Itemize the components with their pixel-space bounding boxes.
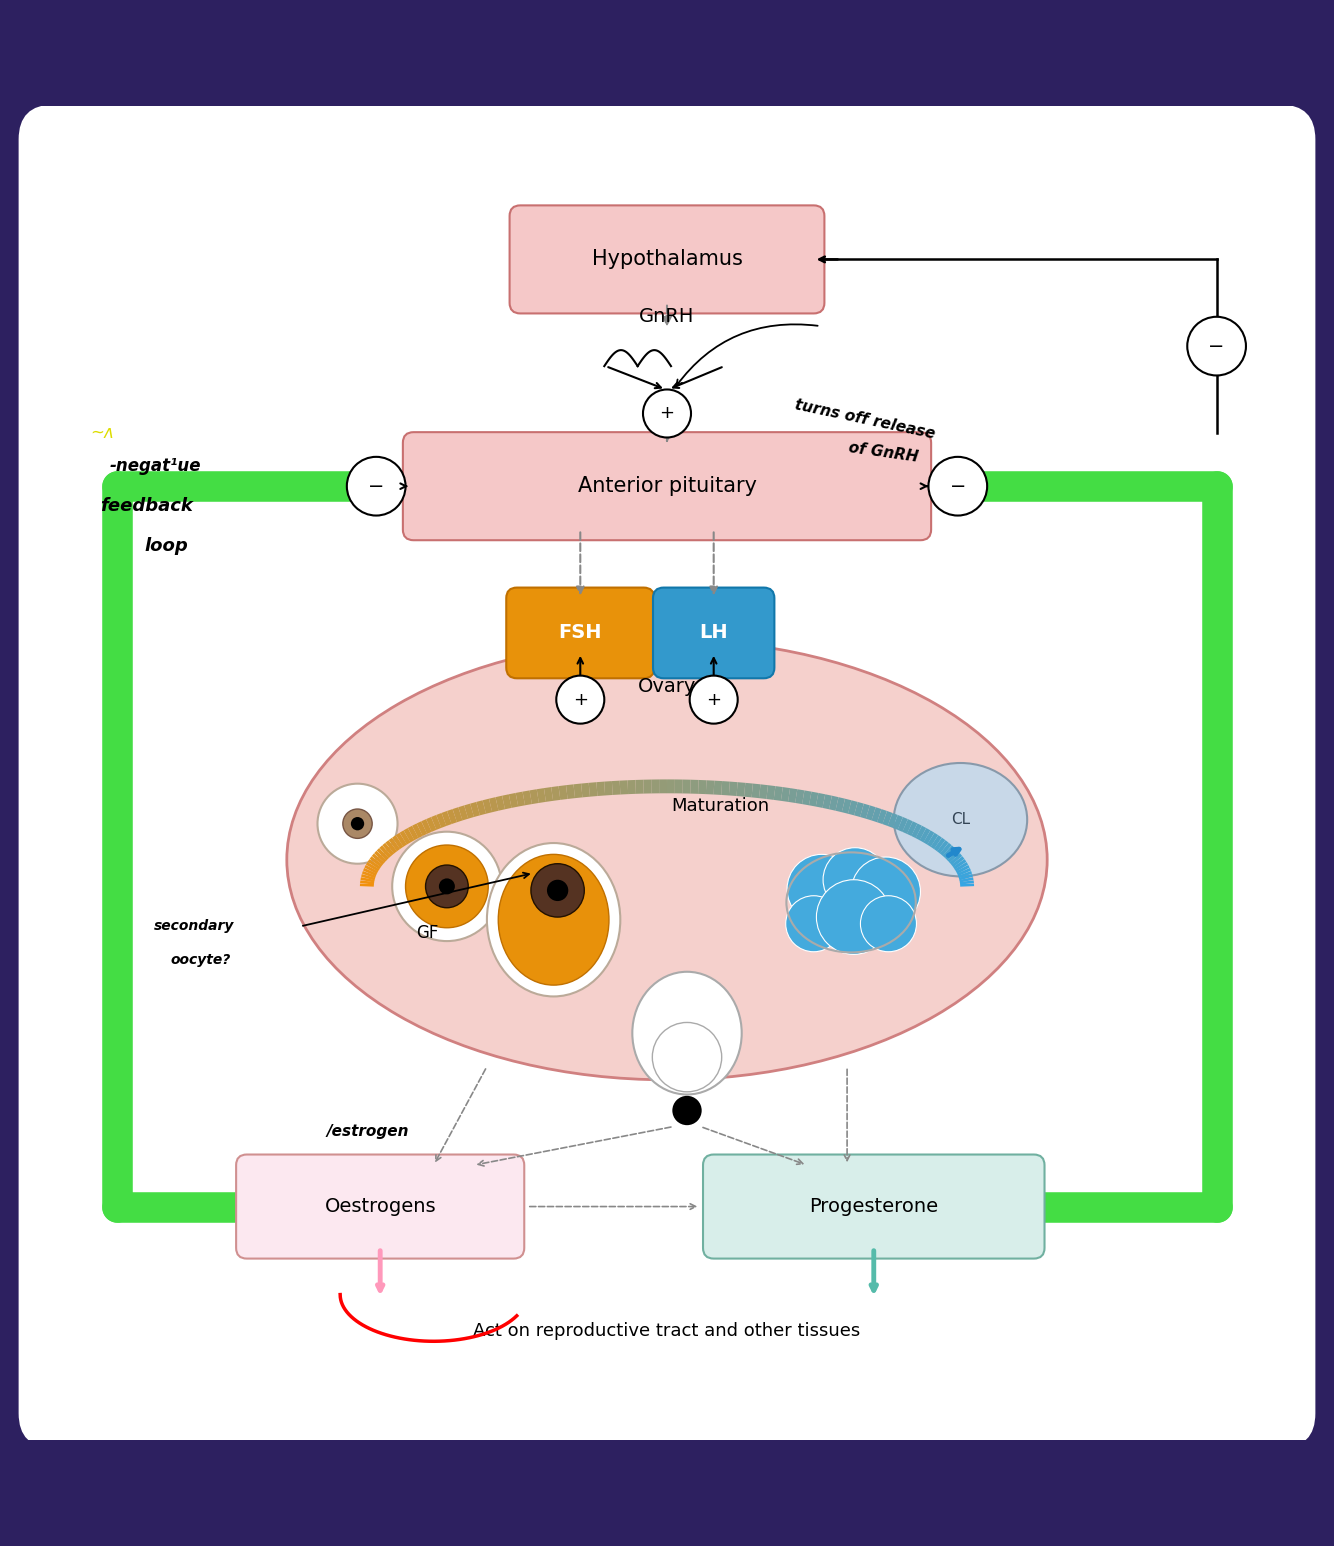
Circle shape xyxy=(860,895,916,952)
Circle shape xyxy=(816,880,891,954)
Circle shape xyxy=(547,880,568,901)
Ellipse shape xyxy=(392,832,502,942)
Circle shape xyxy=(317,784,398,864)
FancyBboxPatch shape xyxy=(403,433,931,540)
Ellipse shape xyxy=(406,846,488,928)
Circle shape xyxy=(343,809,372,838)
Text: -negat¹ue: -negat¹ue xyxy=(109,458,201,475)
Circle shape xyxy=(786,895,842,952)
Text: loop: loop xyxy=(144,536,188,555)
Text: LH: LH xyxy=(699,623,728,643)
Text: Anterior pituitary: Anterior pituitary xyxy=(578,476,756,496)
Text: +: + xyxy=(572,691,588,708)
Circle shape xyxy=(672,1096,702,1125)
Circle shape xyxy=(1187,317,1246,376)
FancyBboxPatch shape xyxy=(20,107,1314,1447)
Ellipse shape xyxy=(287,640,1047,1079)
Circle shape xyxy=(787,855,856,925)
Ellipse shape xyxy=(632,972,742,1095)
Circle shape xyxy=(439,878,455,895)
Text: feedback: feedback xyxy=(100,498,193,515)
Circle shape xyxy=(556,676,604,724)
Text: Progesterone: Progesterone xyxy=(810,1197,938,1217)
FancyBboxPatch shape xyxy=(236,1155,524,1258)
Text: FSH: FSH xyxy=(559,623,602,643)
Text: turns off release: turns off release xyxy=(794,397,936,442)
Text: secondary: secondary xyxy=(153,920,233,934)
Circle shape xyxy=(347,456,406,515)
FancyBboxPatch shape xyxy=(703,1155,1045,1258)
Ellipse shape xyxy=(487,843,620,997)
Text: GnRH: GnRH xyxy=(639,306,695,326)
Text: Act on reproductive tract and other tissues: Act on reproductive tract and other tiss… xyxy=(474,1322,860,1340)
Text: CL: CL xyxy=(951,812,970,827)
Circle shape xyxy=(531,864,584,917)
Circle shape xyxy=(823,847,887,912)
Text: of GnRH: of GnRH xyxy=(847,441,919,465)
Ellipse shape xyxy=(894,764,1027,877)
Text: Maturation: Maturation xyxy=(671,798,770,815)
Text: −: − xyxy=(950,476,966,496)
Ellipse shape xyxy=(499,855,608,985)
Text: GF: GF xyxy=(416,925,438,942)
Text: Hypothalamus: Hypothalamus xyxy=(591,249,743,269)
Circle shape xyxy=(643,390,691,438)
Circle shape xyxy=(928,456,987,515)
Text: Oestrogens: Oestrogens xyxy=(324,1197,436,1217)
Text: oocyte?: oocyte? xyxy=(171,952,231,966)
Circle shape xyxy=(351,816,364,830)
Circle shape xyxy=(851,856,920,926)
Ellipse shape xyxy=(652,1022,722,1091)
FancyBboxPatch shape xyxy=(654,587,774,679)
Text: /estrogen: /estrogen xyxy=(327,1124,410,1139)
Text: −: − xyxy=(1209,337,1225,356)
Circle shape xyxy=(690,676,738,724)
Text: +: + xyxy=(659,405,675,422)
FancyBboxPatch shape xyxy=(507,587,654,679)
Text: −: − xyxy=(368,476,384,496)
Text: Ovary: Ovary xyxy=(638,677,696,696)
Circle shape xyxy=(426,866,468,908)
Text: ~ʌ: ~ʌ xyxy=(91,424,115,442)
FancyBboxPatch shape xyxy=(510,206,824,314)
Text: +: + xyxy=(706,691,722,708)
